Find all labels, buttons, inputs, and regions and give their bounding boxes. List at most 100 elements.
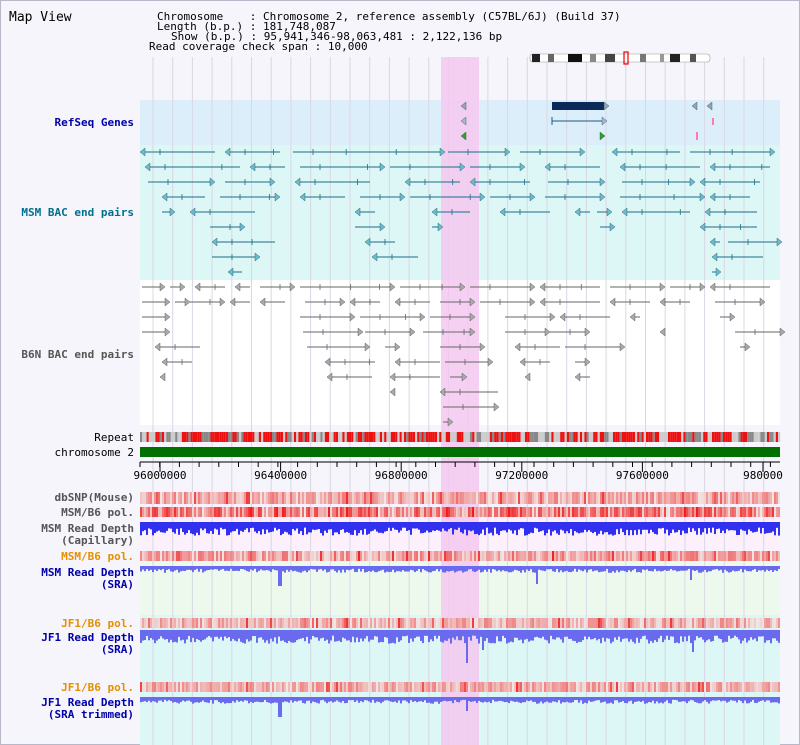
track-label-dbsnp[interactable]: dbSNP(Mouse) xyxy=(54,491,134,504)
track-label-jf1-trim[interactable]: JF1 Read Depth xyxy=(41,696,134,709)
msm-depth-sra-bar xyxy=(752,566,754,570)
msm-pol2-strip xyxy=(434,551,436,561)
jf1-pol2-strip xyxy=(728,682,730,692)
dbsnp-strip xyxy=(648,492,650,504)
jf1-pol2-strip xyxy=(432,682,434,692)
jf1-pol-strip xyxy=(522,618,524,628)
repeat-block xyxy=(727,432,730,442)
dbsnp-strip xyxy=(380,492,382,504)
jf1-pol-strip xyxy=(614,618,616,628)
jf1-trim-bar xyxy=(584,697,586,703)
repeat-block xyxy=(206,432,209,442)
jf1-pol-strip xyxy=(308,618,310,628)
track-label-b6n-bac[interactable]: B6N BAC end pairs xyxy=(21,348,134,361)
msm-pol2-strip xyxy=(618,551,620,561)
msm-depth-sra-bar xyxy=(572,566,574,572)
repeat-block xyxy=(190,432,193,442)
jf1-depth-bar xyxy=(752,630,754,640)
msm-pol-strip xyxy=(452,507,454,517)
jf1-trim-bar xyxy=(766,697,768,701)
msm-pol-strip xyxy=(514,507,516,517)
dbsnp-strip xyxy=(758,492,760,504)
jf1-pol-strip xyxy=(514,618,516,628)
jf1-trim-bar xyxy=(666,697,668,701)
track-label-msm-depth-sra[interactable]: MSM Read Depth xyxy=(41,566,134,579)
jf1-depth-bar xyxy=(274,630,276,638)
jf1-pol-strip xyxy=(336,618,338,628)
jf1-pol-strip xyxy=(668,618,670,628)
jf1-trim-bar xyxy=(222,697,224,703)
jf1-pol-strip xyxy=(418,618,420,628)
jf1-trim-bar xyxy=(676,697,678,701)
msm-depth-cap-bar xyxy=(418,522,420,530)
jf1-pol-strip xyxy=(604,618,606,628)
msm-depth-sra-bar xyxy=(718,566,720,571)
jf1-trim-bar xyxy=(622,697,624,702)
jf1-depth-bar xyxy=(242,630,244,643)
msm-pol2-strip xyxy=(460,551,462,561)
msm-pol-strip xyxy=(292,507,294,517)
track-label-msm-depth-cap[interactable]: MSM Read Depth xyxy=(41,522,134,535)
track-label-jf1-depth[interactable]: JF1 Read Depth xyxy=(41,631,134,644)
dbsnp-strip xyxy=(442,492,444,504)
msm-pol-strip xyxy=(348,507,350,517)
jf1-pol2-strip xyxy=(384,682,386,692)
dbsnp-strip xyxy=(354,492,356,504)
pair-end-marker xyxy=(579,147,586,157)
repeat-block xyxy=(395,432,398,442)
track-label-repeat: Repeat xyxy=(94,431,134,444)
jf1-pol-strip xyxy=(472,618,474,628)
jf1-depth-bar xyxy=(272,630,274,642)
jf1-pol-strip xyxy=(542,618,544,628)
msm-pol-strip xyxy=(486,507,488,517)
jf1-pol2-strip xyxy=(218,682,220,692)
jf1-depth-bar xyxy=(372,630,374,640)
repeat-block xyxy=(344,432,347,442)
msm-depth-cap-bar xyxy=(212,522,214,534)
track-label-msm-bac[interactable]: MSM BAC end pairs xyxy=(21,206,134,219)
msm-depth-cap-bar xyxy=(722,522,724,531)
jf1-pol2-strip xyxy=(372,682,374,692)
repeat-block xyxy=(753,432,756,442)
dbsnp-strip xyxy=(744,492,746,504)
track-label-msm-b6-pol-1[interactable]: MSM/B6 pol. xyxy=(61,506,134,519)
track-label-msm-b6-pol-2[interactable]: MSM/B6 pol. xyxy=(61,550,134,563)
msm-pol2-strip xyxy=(760,551,762,561)
dbsnp-strip xyxy=(542,492,544,504)
msm-depth-cap-bar xyxy=(436,522,438,530)
msm-depth-sra-bar xyxy=(300,566,302,573)
jf1-depth-bar xyxy=(250,630,252,641)
jf1-pol2-strip xyxy=(322,682,324,692)
jf1-depth-bar xyxy=(280,630,282,641)
jf1-pol-strip xyxy=(464,618,466,628)
track-label-jf1-b6-pol-2[interactable]: JF1/B6 pol. xyxy=(61,681,134,694)
repeat-block xyxy=(657,432,660,442)
msm-pol-strip xyxy=(196,507,198,517)
dbsnp-strip xyxy=(454,492,456,504)
jf1-pol-strip xyxy=(754,618,756,628)
jf1-pol-strip xyxy=(256,618,258,628)
msm-depth-sra-bar xyxy=(588,566,590,570)
msm-depth-sra-bar xyxy=(390,566,392,572)
msm-pol2-strip xyxy=(664,551,666,561)
msm-depth-sra-bar xyxy=(454,566,456,573)
jf1-pol2-strip xyxy=(510,682,512,692)
jf1-pol-strip xyxy=(348,618,350,628)
msm-depth-cap-bar xyxy=(472,522,474,531)
jf1-depth-bar xyxy=(410,630,412,639)
msm-pol2-strip xyxy=(570,551,572,561)
msm-pol2-strip xyxy=(628,551,630,561)
jf1-pol-strip xyxy=(462,618,464,628)
dbsnp-strip xyxy=(478,492,480,504)
msm-depth-cap-bar xyxy=(732,522,734,531)
jf1-pol-strip xyxy=(680,618,682,628)
msm-pol-strip xyxy=(618,507,620,517)
jf1-pol2-strip xyxy=(638,682,640,692)
dbsnp-strip xyxy=(708,492,710,504)
dbsnp-strip xyxy=(408,492,410,504)
jf1-pol-strip xyxy=(316,618,318,628)
jf1-pol-strip xyxy=(212,618,214,628)
track-label-jf1-b6-pol-1[interactable]: JF1/B6 pol. xyxy=(61,617,134,630)
track-label-refseq[interactable]: RefSeq Genes xyxy=(54,116,134,129)
